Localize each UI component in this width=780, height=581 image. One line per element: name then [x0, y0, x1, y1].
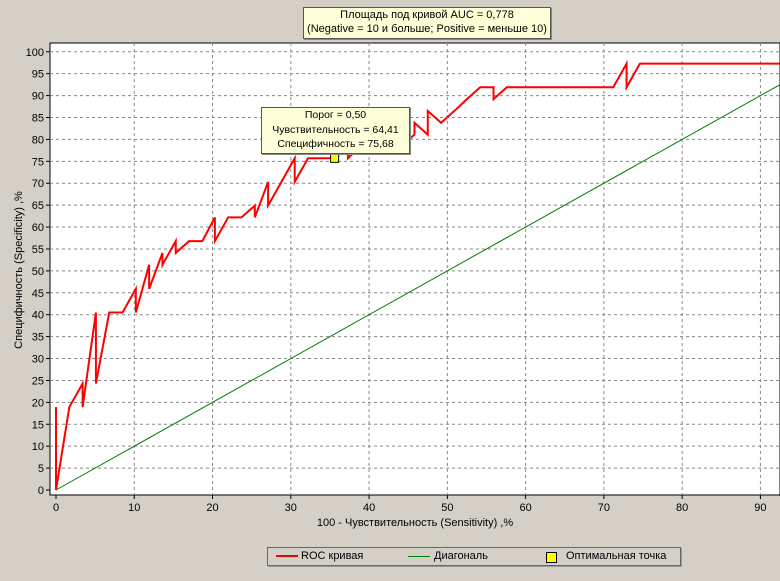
y-tick-label: 20	[32, 397, 44, 409]
y-tick-label: 15	[32, 419, 44, 431]
specificity-text: Специфичность = 75,68	[277, 138, 394, 150]
y-tick-label: 100	[26, 47, 44, 59]
x-tick-label: 0	[53, 502, 59, 514]
legend-roc-label: ROC кривая	[301, 550, 364, 562]
x-tick-label: 80	[676, 502, 688, 514]
x-tick-label: 40	[363, 502, 375, 514]
x-tick-label: 70	[598, 502, 610, 514]
diagonal-line	[55, 84, 780, 491]
legend: ROC кривая Диагональ Оптимальная точка	[267, 547, 681, 566]
x-tick-label: 30	[285, 502, 297, 514]
y-tick-label: 30	[32, 354, 44, 366]
legend-diagonal-swatch	[408, 556, 430, 557]
plot-area	[49, 42, 780, 496]
x-tick-label: 60	[519, 502, 531, 514]
legend-diagonal-label: Диагональ	[434, 550, 488, 562]
y-tick-label: 60	[32, 222, 44, 234]
x-tick-label: 10	[128, 502, 140, 514]
threshold-text: Порог = 0,50	[304, 109, 367, 121]
x-tick-label: 90	[754, 502, 766, 514]
x-axis-label: 100 - Чувствительность (Sensitivity) ,%	[317, 517, 513, 529]
y-tick-label: 5	[38, 463, 44, 475]
y-axis-label: Специфичность (Specificity) ,%	[13, 191, 25, 349]
y-tick-label: 65	[32, 200, 44, 212]
optimal-point-marker	[330, 153, 340, 163]
y-tick-label: 90	[32, 91, 44, 103]
optimal-point-tooltip: Порог = 0,50 Чувствительность = 64,41 Сп…	[261, 107, 410, 154]
y-tick-label: 25	[32, 375, 44, 387]
y-tick-label: 85	[32, 113, 44, 125]
auc-line: Площадь под кривой AUC = 0,778	[340, 9, 514, 21]
y-axis-ticks: 0 5 10 15 20 25 30 35 40 45 50 55 60 65 70 75 80 85 90 95 10…	[26, 47, 50, 497]
y-tick-label: 10	[32, 441, 44, 453]
x-axis-ticks: 0 10 20 30 40 50 60 70 80 90	[53, 495, 767, 514]
sensitivity-text: Чувствительность = 64,41	[272, 123, 399, 136]
y-tick-label: 95	[32, 69, 44, 81]
y-tick-label: 80	[32, 134, 44, 146]
y-tick-label: 35	[32, 332, 44, 344]
legend-roc-swatch	[276, 555, 298, 557]
y-tick-label: 0	[38, 485, 44, 497]
x-tick-label: 20	[206, 502, 218, 514]
grid-lines	[50, 43, 780, 495]
y-tick-label: 75	[32, 156, 44, 168]
y-tick-label: 45	[32, 288, 44, 300]
auc-condition-line: (Negative = 10 и больше; Positive = мень…	[307, 23, 547, 35]
y-tick-label: 55	[32, 244, 44, 256]
auc-info-box: Площадь под кривой AUC = 0,778 (Negative…	[303, 7, 551, 39]
legend-optimal-label: Оптимальная точка	[566, 550, 667, 562]
y-tick-label: 70	[32, 178, 44, 190]
legend-optimal-swatch	[546, 552, 557, 563]
y-tick-label: 50	[32, 266, 44, 278]
y-tick-label: 40	[32, 310, 44, 322]
x-tick-label: 50	[441, 502, 453, 514]
